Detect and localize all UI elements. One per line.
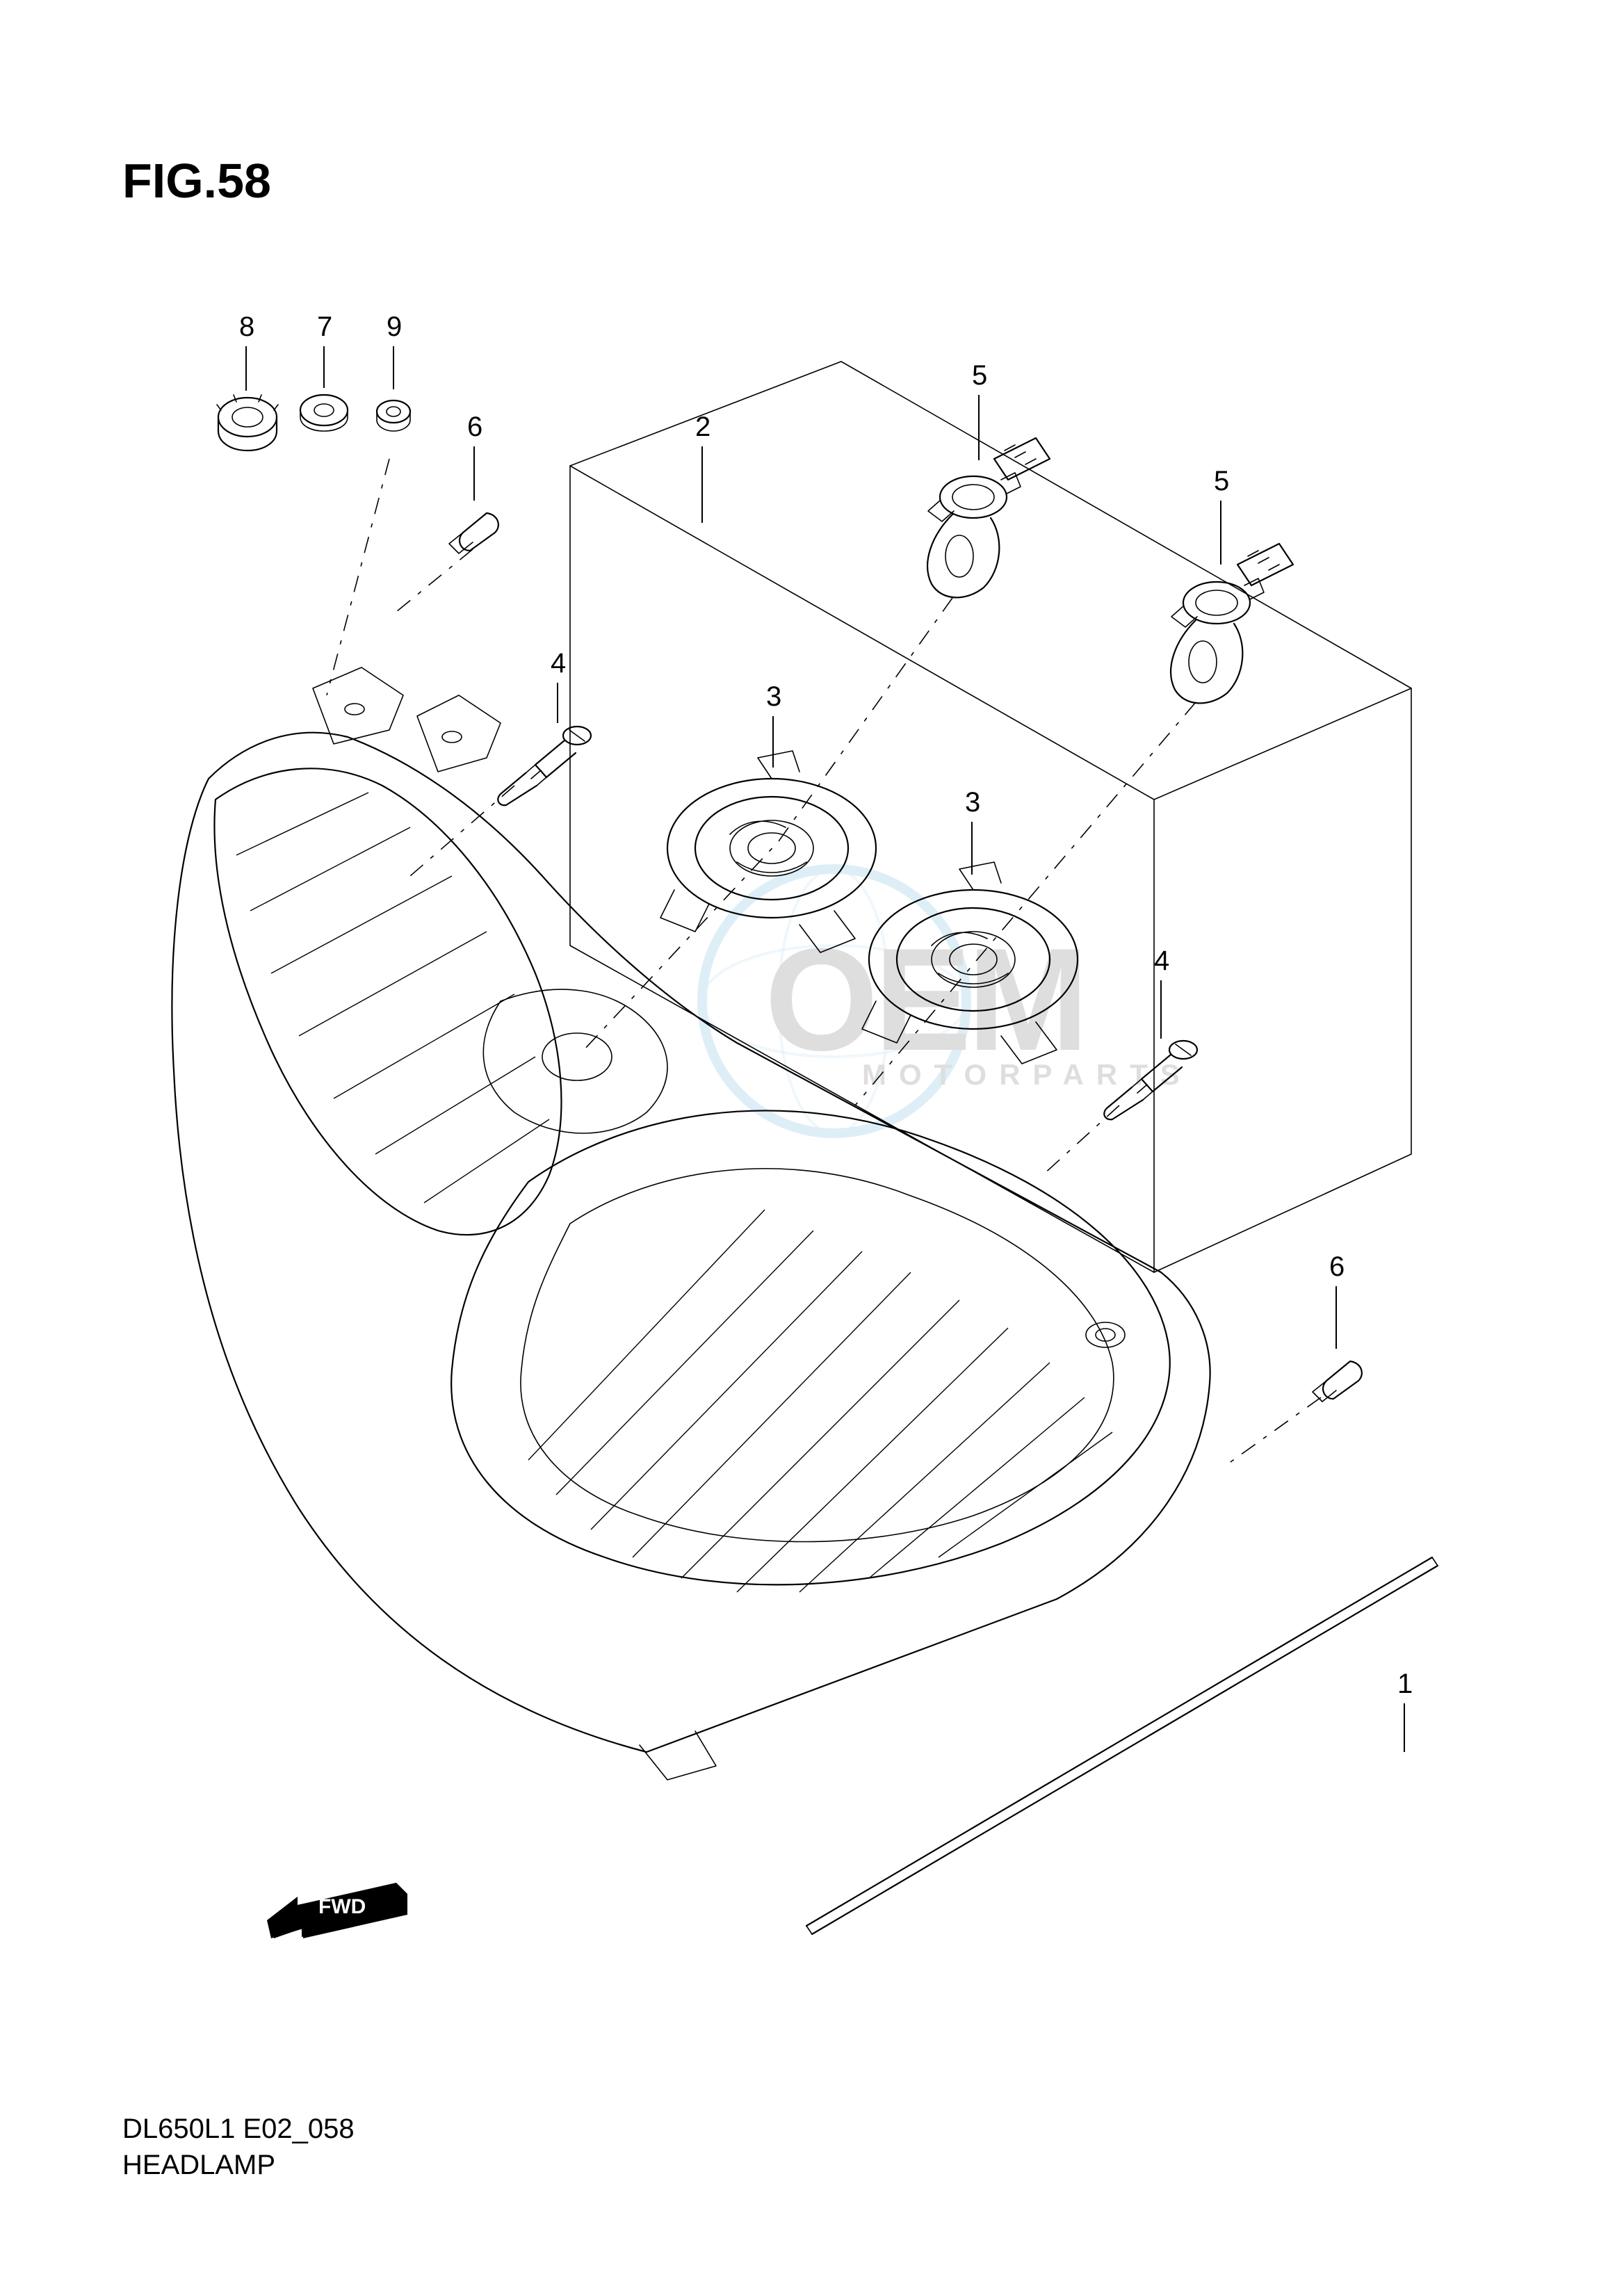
part-4-screw-right [1104, 1041, 1197, 1119]
callout-7: 7 [317, 311, 332, 343]
callout-3a: 3 [766, 681, 781, 713]
part-7-washer [300, 395, 348, 431]
callout-2: 2 [695, 412, 710, 443]
headlamp-body [172, 667, 1210, 1780]
callout-3b: 3 [965, 787, 980, 818]
part-5-bulb-left [927, 438, 1050, 597]
callout-5b: 5 [1214, 466, 1229, 497]
part-6-bulb-lower [1313, 1361, 1362, 1402]
part-4-screw-left [498, 727, 591, 805]
part-5-bulb-right [1171, 544, 1293, 703]
part-1-strip [806, 1557, 1438, 1934]
callout-8: 8 [239, 311, 254, 343]
callout-6a: 6 [467, 412, 482, 443]
callout-6b: 6 [1329, 1251, 1345, 1283]
part-8-cap [217, 395, 278, 451]
callout-4a: 4 [551, 648, 566, 679]
fwd-text: FWD [318, 1895, 366, 1918]
exploded-diagram [0, 0, 1624, 2295]
fwd-arrow-icon: FWD [263, 1870, 416, 1947]
part-3-ring-left [660, 751, 876, 952]
callout-9: 9 [387, 311, 402, 343]
part-3-ring-right [862, 862, 1078, 1064]
callout-5a: 5 [972, 360, 987, 391]
part-9-nut [377, 400, 410, 431]
footer-name: HEADLAMP [122, 2150, 275, 2181]
part-6-bulb-upper [449, 513, 498, 553]
page: FIG.58 OEM MOTORPARTS [0, 0, 1624, 2295]
callout-1: 1 [1397, 1669, 1413, 1700]
footer-code: DL650L1 E02_058 [122, 2114, 355, 2145]
callout-4b: 4 [1154, 946, 1169, 977]
